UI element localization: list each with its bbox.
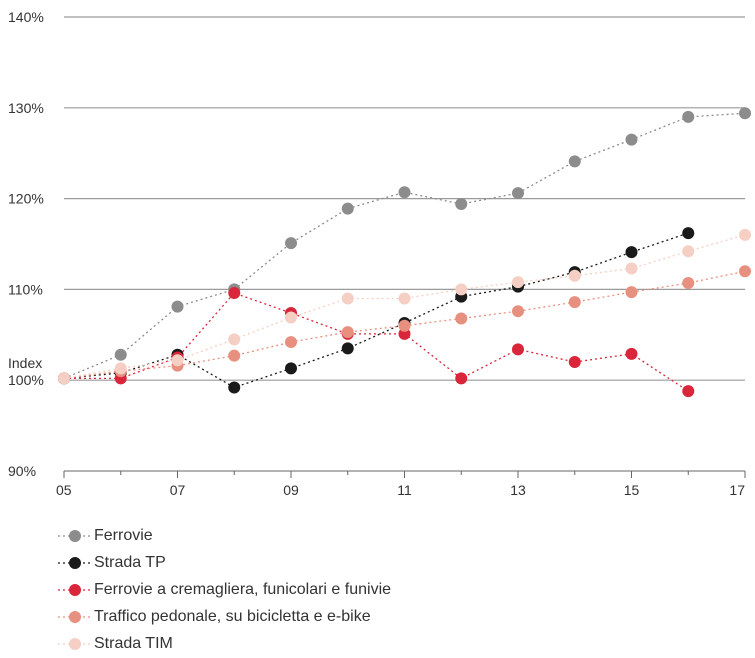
legend-label: Strada TP: [94, 554, 166, 572]
legend-item: Ferrovie a cremagliera, funicolari e fun…: [56, 576, 391, 603]
y-tick-label: 110%: [8, 281, 43, 297]
legend-label: Traffico pedonale, su bicicletta e e-bik…: [94, 608, 371, 626]
data-point: [228, 333, 240, 345]
data-point: [569, 356, 581, 368]
data-point: [115, 349, 127, 361]
x-tick-label: 17: [729, 482, 745, 498]
data-point: [285, 362, 297, 374]
legend-marker: [56, 636, 94, 652]
y-tick-label: 130%: [8, 100, 44, 116]
data-point: [682, 277, 694, 289]
legend-item: Strada TP: [56, 549, 391, 576]
data-point: [342, 203, 354, 215]
data-point: [455, 312, 467, 324]
data-point: [682, 245, 694, 257]
data-point: [172, 301, 184, 313]
data-point: [58, 372, 70, 384]
series-line: [64, 235, 745, 378]
legend-marker: [56, 609, 94, 625]
series-lines: [64, 113, 745, 391]
data-point: [626, 263, 638, 275]
data-point: [342, 342, 354, 354]
x-tick-label: 09: [283, 482, 299, 498]
y-tick-label: 90%: [8, 463, 36, 479]
data-point: [512, 187, 524, 199]
data-point: [342, 292, 354, 304]
legend-item: Ferrovie: [56, 522, 391, 549]
data-point: [455, 198, 467, 210]
data-point: [399, 292, 411, 304]
data-point: [682, 111, 694, 123]
data-point: [285, 237, 297, 249]
legend-marker: [56, 555, 94, 571]
data-point: [626, 134, 638, 146]
x-tick-label: 11: [397, 482, 412, 498]
data-point: [739, 107, 751, 119]
y-tick-label: 120%: [8, 191, 44, 207]
legend-label: Strada TIM: [94, 635, 173, 653]
data-point: [512, 305, 524, 317]
data-point: [399, 320, 411, 332]
data-point: [682, 385, 694, 397]
data-point: [569, 155, 581, 167]
data-point: [285, 312, 297, 324]
data-point: [626, 348, 638, 360]
data-point: [512, 343, 524, 355]
data-point: [682, 227, 694, 239]
x-tick-label: 05: [56, 482, 72, 498]
y-tick-label: 100%: [8, 372, 44, 388]
y-axis-label: Index: [8, 355, 42, 371]
chart: 140% 130% 120% 110% 100% 90% Index 05 07 09 11 13 15…: [0, 0, 755, 520]
x-tick-label: 15: [624, 482, 640, 498]
data-point: [228, 287, 240, 299]
data-point: [739, 265, 751, 277]
x-tick-label: 07: [170, 482, 186, 498]
data-point: [512, 276, 524, 288]
data-point: [455, 283, 467, 295]
data-point: [115, 362, 127, 374]
data-point: [399, 186, 411, 198]
data-point: [569, 270, 581, 282]
data-point: [285, 336, 297, 348]
y-tick-label: 140%: [8, 9, 44, 25]
legend-marker: [56, 528, 94, 544]
series-line: [64, 293, 688, 391]
data-point: [455, 372, 467, 384]
data-point: [342, 326, 354, 338]
data-point: [228, 381, 240, 393]
series-points: [58, 107, 751, 397]
data-point: [739, 229, 751, 241]
legend-item: Traffico pedonale, su bicicletta e e-bik…: [56, 603, 391, 630]
data-point: [626, 246, 638, 258]
data-point: [228, 350, 240, 362]
data-point: [569, 296, 581, 308]
data-point: [626, 286, 638, 298]
legend-marker: [56, 582, 94, 598]
x-tick-label: 13: [510, 482, 526, 498]
legend-label: Ferrovie: [94, 527, 153, 545]
legend-label: Ferrovie a cremagliera, funicolari e fun…: [94, 581, 391, 599]
legend-item: Strada TIM: [56, 630, 391, 657]
data-point: [172, 354, 184, 366]
legend: Ferrovie Strada TP Ferrovie a cremagliera,…: [56, 522, 391, 657]
